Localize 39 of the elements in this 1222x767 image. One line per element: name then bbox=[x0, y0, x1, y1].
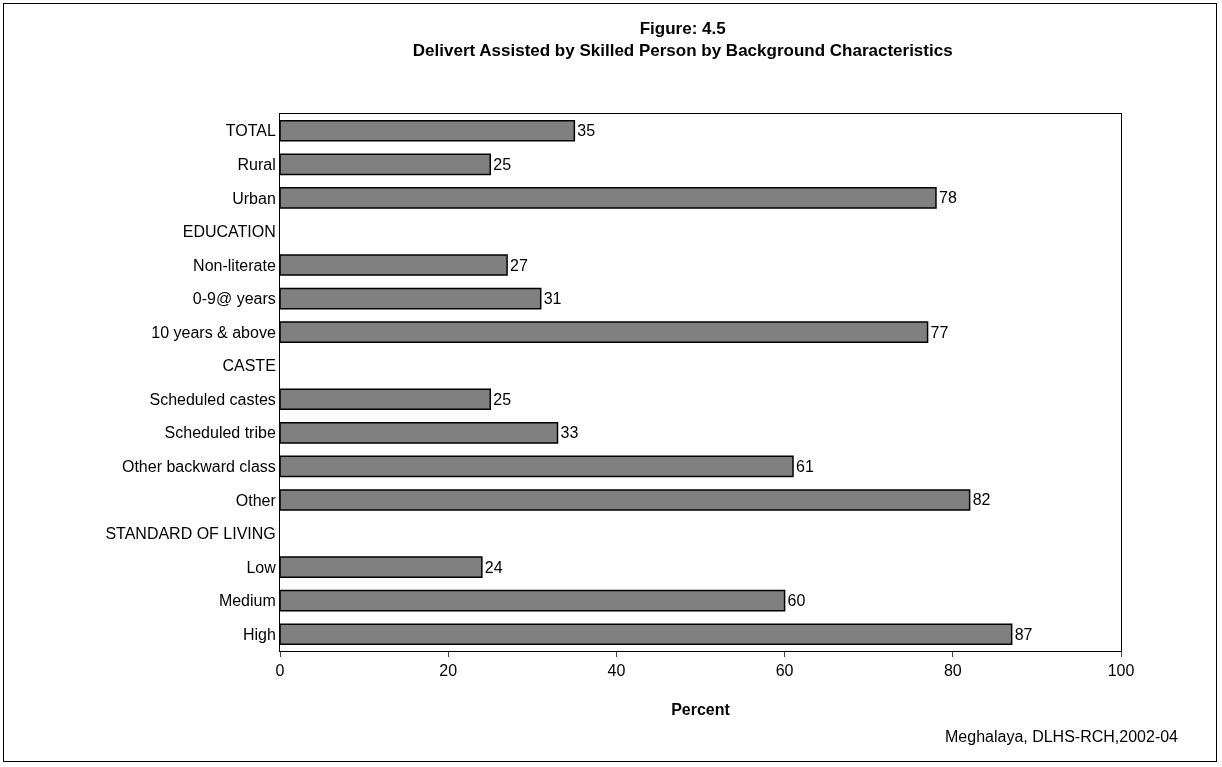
data-label: 82 bbox=[972, 491, 991, 509]
data-label: 24 bbox=[484, 558, 503, 576]
text: Meghalaya, DLHS-RCH,2002-04 bbox=[945, 728, 1179, 745]
data-label: 87 bbox=[1014, 625, 1033, 643]
y-tick-label: STANDARD OF LIVING bbox=[105, 525, 276, 543]
data-label: 61 bbox=[796, 457, 814, 475]
y-tick-label: CASTE bbox=[222, 357, 276, 375]
data-label: 33 bbox=[560, 424, 579, 442]
y-tick-label: High bbox=[242, 625, 276, 643]
x-tick-label: 0 bbox=[275, 662, 285, 680]
x-axis-title: Percent bbox=[671, 700, 731, 718]
data-label: 60 bbox=[787, 592, 806, 610]
y-tick-label: Scheduled tribe bbox=[164, 424, 276, 442]
data-label: 25 bbox=[493, 390, 512, 408]
y-tick-label: Rural bbox=[237, 155, 276, 173]
y-tick-label: Low bbox=[246, 558, 277, 576]
data-label: 78 bbox=[938, 189, 957, 207]
y-tick-label: TOTAL bbox=[225, 122, 276, 140]
data-label: 25 bbox=[493, 155, 512, 173]
y-tick-label: Non-literate bbox=[193, 256, 276, 274]
x-tick-label: 20 bbox=[439, 662, 458, 680]
y-tick-label: Urban bbox=[232, 189, 276, 207]
y-tick-label: 10 years & above bbox=[151, 323, 276, 341]
y-tick-label: EDUCATION bbox=[182, 223, 276, 241]
data-label: 77 bbox=[930, 323, 949, 341]
data-label: 31 bbox=[543, 290, 562, 308]
x-tick-label: 80 bbox=[943, 662, 962, 680]
data-label: 35 bbox=[577, 122, 596, 140]
y-tick-label: 0-9@ years bbox=[192, 290, 276, 308]
y-tick-label: Other backward class bbox=[121, 458, 276, 476]
y-tick-label: Other bbox=[235, 491, 277, 509]
chart-subtitle: Delivert Assisted by Skilled Person by Background Characteristics bbox=[412, 41, 953, 61]
x-tick-label: 40 bbox=[607, 662, 626, 680]
x-tick-label: 100 bbox=[1107, 662, 1135, 680]
data-label: 27 bbox=[510, 256, 528, 274]
chart-title: Figure: 4.5 bbox=[639, 19, 726, 39]
y-tick-label: Medium bbox=[218, 592, 276, 610]
y-tick-label: Scheduled castes bbox=[149, 390, 276, 408]
x-tick-label: 60 bbox=[775, 662, 794, 680]
